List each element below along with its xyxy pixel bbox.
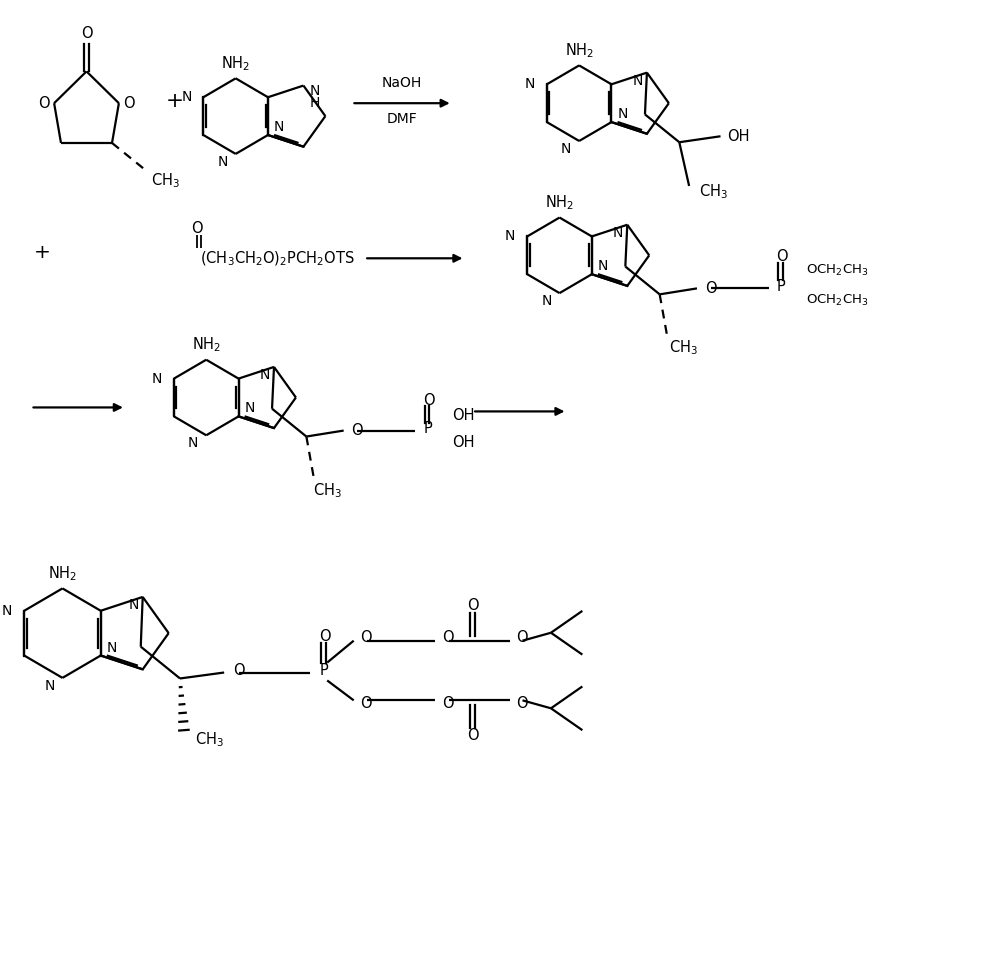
- Text: N: N: [260, 368, 270, 382]
- Text: O: O: [123, 96, 135, 110]
- Text: OCH$_2$CH$_3$: OCH$_2$CH$_3$: [806, 263, 868, 278]
- Text: (CH$_3$CH$_2$O)$_2$PCH$_2$OTS: (CH$_3$CH$_2$O)$_2$PCH$_2$OTS: [200, 249, 355, 267]
- Text: O: O: [233, 663, 245, 678]
- Text: O: O: [442, 630, 454, 645]
- Text: NH$_2$: NH$_2$: [192, 335, 221, 354]
- Text: OH: OH: [453, 435, 475, 450]
- Text: O: O: [81, 26, 92, 41]
- Text: N: N: [217, 155, 228, 169]
- Text: N: N: [244, 401, 255, 416]
- Text: N: N: [128, 598, 139, 611]
- Text: P: P: [319, 663, 328, 678]
- Text: NH$_2$: NH$_2$: [221, 54, 250, 73]
- Text: O: O: [352, 423, 363, 438]
- Text: CH$_3$: CH$_3$: [699, 182, 728, 202]
- Text: N: N: [505, 230, 515, 243]
- Text: OCH$_2$CH$_3$: OCH$_2$CH$_3$: [806, 293, 868, 308]
- Text: O: O: [467, 728, 478, 742]
- Text: CH$_3$: CH$_3$: [195, 731, 224, 749]
- Text: P: P: [423, 422, 432, 436]
- Text: N: N: [633, 74, 643, 87]
- Text: +: +: [34, 243, 50, 262]
- Text: CH$_3$: CH$_3$: [151, 172, 180, 190]
- Text: O: O: [319, 629, 331, 644]
- Text: O: O: [192, 221, 203, 236]
- Text: N: N: [181, 90, 192, 105]
- Text: O: O: [776, 249, 788, 265]
- Text: CH$_3$: CH$_3$: [669, 339, 698, 358]
- Text: O: O: [361, 630, 372, 645]
- Text: N: N: [2, 604, 12, 618]
- Text: CH$_3$: CH$_3$: [313, 481, 342, 500]
- Text: N: N: [274, 120, 284, 134]
- Text: N: N: [309, 83, 320, 98]
- Text: NH$_2$: NH$_2$: [48, 564, 77, 582]
- Text: NaOH: NaOH: [381, 77, 422, 90]
- Text: N: N: [598, 260, 608, 273]
- Text: OH: OH: [727, 129, 749, 143]
- Text: OH: OH: [453, 408, 475, 423]
- Text: O: O: [705, 281, 716, 296]
- Text: O: O: [38, 96, 50, 110]
- Text: N: N: [617, 108, 628, 121]
- Text: O: O: [517, 630, 528, 645]
- Text: N: N: [44, 679, 55, 693]
- Text: N: N: [188, 436, 198, 451]
- Text: N: N: [541, 294, 552, 308]
- Text: N: N: [561, 141, 571, 156]
- Text: N: N: [613, 226, 623, 239]
- Text: N: N: [152, 371, 162, 386]
- Text: N: N: [107, 641, 117, 655]
- Text: NH$_2$: NH$_2$: [545, 193, 574, 212]
- Text: P: P: [776, 279, 785, 294]
- Text: O: O: [467, 599, 478, 613]
- Text: NH$_2$: NH$_2$: [565, 41, 594, 60]
- Text: N: N: [525, 78, 535, 91]
- Text: DMF: DMF: [386, 112, 417, 126]
- Text: +: +: [166, 91, 184, 111]
- Text: O: O: [517, 696, 528, 711]
- Text: O: O: [442, 696, 454, 711]
- Text: O: O: [423, 393, 435, 408]
- Text: H: H: [309, 97, 320, 110]
- Text: O: O: [361, 696, 372, 711]
